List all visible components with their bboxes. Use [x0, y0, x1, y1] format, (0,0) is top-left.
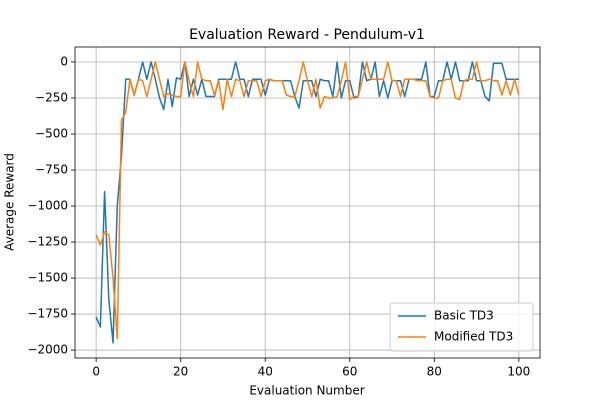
x-tick-label: 0: [92, 365, 100, 379]
y-tick-label: −1500: [27, 271, 68, 285]
y-tick-label: −250: [35, 90, 68, 104]
x-axis-label: Evaluation Number: [249, 384, 364, 398]
plot-frame: [74, 46, 541, 359]
x-tick-label: 80: [427, 365, 442, 379]
x-tick-label: 100: [507, 365, 530, 379]
y-tick-label: −1000: [27, 199, 68, 213]
y-tick-label: −750: [35, 163, 68, 177]
legend: Basic TD3 Modified TD3: [389, 302, 534, 352]
chart-title: Evaluation Reward - Pendulum-v1: [189, 27, 425, 43]
y-tick-label: −1250: [27, 235, 68, 249]
legend-label: Modified TD3: [434, 330, 513, 344]
x-tick-label: 60: [342, 365, 357, 379]
legend-label: Basic TD3: [434, 309, 494, 323]
x-tick-label: 40: [258, 365, 273, 379]
line-series: [95, 61, 520, 340]
y-tick-label: 0: [60, 54, 68, 68]
y-tick-label: −1750: [27, 307, 68, 321]
line-series: [95, 61, 519, 344]
y-axis-label: Average Reward: [3, 153, 17, 251]
legend-box: [389, 302, 534, 352]
x-tick-label: 20: [173, 365, 188, 379]
y-tick-label: −500: [35, 127, 68, 141]
y-tick-label: −2000: [27, 343, 68, 357]
